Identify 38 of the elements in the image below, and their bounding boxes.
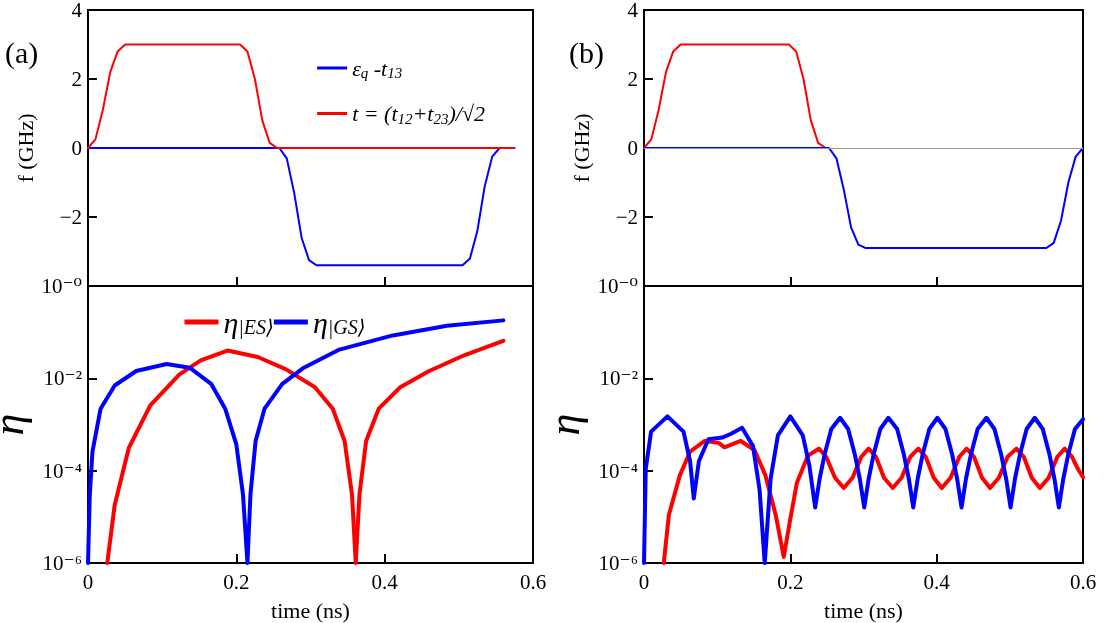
y-tick-label: −2 bbox=[59, 205, 82, 229]
y-tick-label: 2 bbox=[71, 67, 82, 91]
y-tick-label: 10⁻⁰ bbox=[597, 274, 638, 298]
y-tick-label: 10⁻⁶ bbox=[42, 551, 82, 575]
x-tick-label: 0.6 bbox=[1069, 569, 1097, 594]
text: (b) bbox=[569, 35, 604, 70]
legend-label: εq -t13 bbox=[352, 55, 403, 81]
y-tick-label: 0 bbox=[627, 136, 638, 160]
x-tick-label: 0.4 bbox=[371, 569, 399, 594]
x-axis-title: time (ns) bbox=[824, 597, 903, 623]
y-tick-label: 10⁻⁴ bbox=[598, 458, 638, 483]
legend-label: η|ES⟩ bbox=[223, 305, 274, 339]
line-series bbox=[643, 147, 1084, 250]
x-tick-label: 0.4 bbox=[923, 569, 951, 594]
text: (a) bbox=[5, 35, 39, 70]
x-tick-label: 0.2 bbox=[223, 569, 250, 594]
y-tick-label: 10⁻² bbox=[599, 366, 638, 391]
line-series bbox=[642, 414, 1085, 565]
y-tick-label: 0 bbox=[71, 136, 82, 160]
legend-label: η|GS⟩ bbox=[312, 305, 366, 339]
y-tick-label: 10⁻⁶ bbox=[598, 551, 638, 575]
y-tick-label: 4 bbox=[627, 0, 639, 22]
y-axis-title: f (GHz) bbox=[12, 113, 38, 183]
y-axis-title: f (GHz) bbox=[568, 113, 594, 183]
y-tick-label: 10⁻⁴ bbox=[42, 458, 82, 483]
x-tick-label: 0.2 bbox=[777, 569, 804, 594]
line-series bbox=[643, 43, 827, 149]
y-tick-label: 10⁻⁰ bbox=[41, 274, 82, 298]
y-tick-label: 10⁻² bbox=[43, 366, 82, 391]
line-series bbox=[87, 43, 516, 149]
y-axis-title: η bbox=[0, 413, 34, 436]
x-axis-title: time (ns) bbox=[271, 597, 350, 623]
y-tick-label: 2 bbox=[627, 67, 638, 91]
x-tick-label: 0.6 bbox=[519, 569, 547, 594]
legend-label: t = (t12+t23)/√2 bbox=[352, 101, 485, 127]
y-axis-title: η bbox=[540, 413, 590, 436]
y-tick-label: 4 bbox=[71, 0, 83, 22]
y-tick-label: −2 bbox=[615, 205, 638, 229]
